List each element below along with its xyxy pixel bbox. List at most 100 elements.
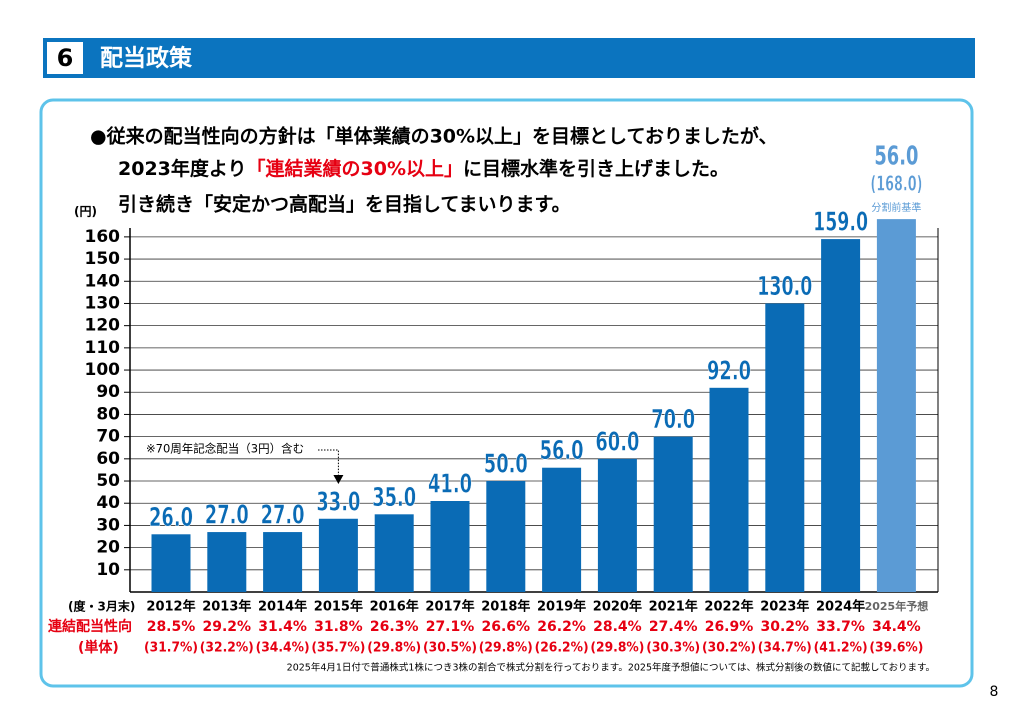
consolidated-ratio: 33.7%: [816, 619, 865, 635]
annotation: ※70周年記念配当（3円）含む: [146, 442, 304, 456]
y-tick-label: 20: [96, 538, 120, 558]
row-label: (単体): [78, 639, 119, 656]
value-label: 27.0: [205, 501, 249, 531]
standalone-ratio: (29.8%): [367, 641, 421, 656]
intro-text: 2023年度より: [118, 157, 247, 180]
consolidated-ratio: 26.9%: [705, 619, 754, 635]
standalone-ratio: (29.8%): [590, 641, 644, 656]
bar: [653, 436, 693, 592]
y-tick-label: 10: [96, 560, 120, 580]
consolidated-ratio: 28.4%: [593, 619, 642, 635]
category-label: 2016年: [370, 599, 419, 615]
y-tick-label: 80: [96, 404, 120, 424]
bar: [374, 514, 414, 592]
value-label: 26.0: [149, 503, 193, 533]
content-frame: [39, 98, 974, 688]
consolidated-ratio: 26.3%: [370, 619, 419, 635]
value-label: (168.0): [870, 172, 922, 196]
category-label: 2020年: [593, 599, 642, 615]
category-label: 2018年: [481, 599, 530, 615]
y-tick-label: 30: [96, 515, 120, 535]
y-tick-label: 130: [85, 293, 121, 313]
category-label: 2019年: [537, 599, 586, 615]
forecast-note: 分割前基準: [871, 201, 921, 214]
standalone-ratio: (30.5%): [423, 641, 477, 656]
y-axis-label: (円): [74, 205, 97, 219]
consolidated-ratio: 31.4%: [258, 619, 307, 635]
standalone-ratio: (29.8%): [479, 641, 533, 656]
value-label: 35.0: [372, 483, 416, 513]
category-label: 2013年: [202, 599, 251, 615]
intro-line: ●従来の配当性向の方針は「単体業績の30%以上」を目標としておりましたが、: [90, 125, 778, 148]
standalone-ratio: (26.2%): [535, 641, 589, 656]
consolidated-ratio: 26.2%: [537, 619, 586, 635]
value-label: 27.0: [261, 501, 305, 531]
annotation-leader: [318, 449, 339, 476]
bar: [876, 219, 916, 592]
standalone-ratio: (34.4%): [256, 641, 310, 656]
standalone-ratio: (39.6%): [869, 641, 923, 656]
section-title: 配当政策: [100, 45, 193, 72]
bar: [318, 518, 358, 592]
page-number: 8: [990, 684, 999, 700]
standalone-ratio: (34.7%): [758, 641, 812, 656]
bar: [151, 534, 191, 592]
category-label: 2021年: [649, 599, 698, 615]
standalone-ratio: (31.7%): [144, 641, 198, 656]
bar: [765, 303, 805, 592]
value-label: 92.0: [707, 356, 751, 386]
standalone-ratio: (41.2%): [814, 641, 868, 656]
bar: [430, 501, 470, 592]
value-label: 33.0: [316, 487, 360, 517]
row-label: 連結配当性向: [48, 618, 132, 635]
standalone-ratio: (32.2%): [200, 641, 254, 656]
consolidated-ratio: 27.1%: [426, 619, 475, 635]
intro-line: 2023年度より「連結業績の30%以上」に目標水準を引き上げました。: [118, 157, 729, 180]
y-tick-label: 50: [96, 471, 120, 491]
category-label: 2017年: [425, 599, 474, 615]
y-tick-label: 60: [96, 449, 120, 469]
value-label: 159.0: [813, 208, 868, 238]
consolidated-ratio: 34.4%: [872, 619, 921, 635]
bar: [709, 387, 749, 592]
value-label: 130.0: [757, 272, 812, 302]
value-label: 56.0: [540, 436, 584, 466]
category-label: 2025年予想: [865, 599, 929, 613]
bar: [597, 458, 637, 592]
consolidated-ratio: 27.4%: [649, 619, 698, 635]
y-tick-label: 140: [85, 271, 121, 291]
consolidated-ratio: 30.2%: [761, 619, 810, 635]
bar: [486, 481, 526, 592]
standalone-ratio: (30.3%): [646, 641, 700, 656]
value-label: 50.0: [484, 450, 528, 480]
consolidated-ratio: 31.8%: [314, 619, 363, 635]
y-tick-label: 100: [85, 360, 121, 380]
category-label: 2024年: [816, 599, 865, 615]
value-label: 70.0: [651, 405, 695, 435]
standalone-ratio: (30.2%): [702, 641, 756, 656]
consolidated-ratio: 26.6%: [482, 619, 531, 635]
intro-highlight: 「連結業績の30%以上」: [247, 157, 463, 180]
y-tick-label: 90: [96, 382, 120, 402]
consolidated-ratio: 29.2%: [203, 619, 252, 635]
footnote: 2025年4月1日付で普通株式1株につき3株の割合で株式分割を行っております。2…: [287, 662, 935, 674]
y-tick-label: 120: [85, 316, 121, 336]
y-tick-label: 150: [85, 249, 121, 269]
consolidated-ratio: 28.5%: [147, 619, 196, 635]
y-tick-label: 40: [96, 493, 120, 513]
intro-line: 引き続き「安定かつ高配当」を目指してまいります。: [118, 193, 571, 216]
bar: [263, 532, 303, 592]
y-tick-label: 70: [96, 427, 120, 447]
section-number-box: [47, 42, 83, 74]
y-tick-label: 160: [85, 227, 121, 247]
category-label: 2023年: [760, 599, 809, 615]
value-label: 60.0: [595, 427, 639, 457]
forecast-post-split-label: 56.0: [874, 142, 918, 172]
period-label: (度・3月末): [68, 599, 135, 614]
intro-text: に目標水準を引き上げました。: [463, 157, 729, 180]
bar: [207, 532, 247, 592]
category-label: 2014年: [258, 599, 307, 615]
standalone-ratio: (35.7%): [311, 641, 365, 656]
